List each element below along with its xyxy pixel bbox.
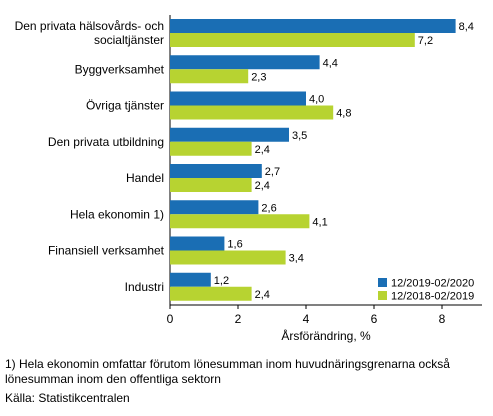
bar [170, 33, 415, 47]
data-label: 1,2 [214, 275, 229, 287]
category-label: Finansiell verksamhet [48, 244, 165, 258]
bar [170, 286, 252, 301]
footnote-line-1: 1) Hela ekonomin omfattar förutom lönesu… [5, 357, 450, 371]
notes: 1) Hela ekonomin omfattar förutom lönesu… [5, 357, 490, 406]
data-label: 2,4 [255, 289, 270, 301]
bar [170, 272, 211, 287]
bar [170, 178, 252, 192]
category-label: Handel [126, 171, 164, 185]
x-tick-label: 0 [167, 312, 174, 326]
x-tick-label: 8 [439, 312, 446, 326]
bar [170, 236, 225, 251]
bar [170, 105, 334, 120]
x-axis-title: Årsförändring, % [281, 328, 371, 343]
data-label: 2,3 [251, 71, 266, 83]
category-label: Den privata utbildning [48, 135, 164, 149]
bar [170, 164, 262, 178]
data-label: 3,5 [292, 130, 307, 142]
category-label: Hela ekonomin 1) [70, 207, 164, 221]
category-label: Byggverksamhet [75, 62, 165, 76]
source-note: Källa: Statistikcentralen [5, 391, 130, 405]
data-label: 4,4 [323, 57, 338, 69]
bar [170, 250, 286, 265]
data-label: 2,4 [255, 144, 270, 156]
bar [170, 55, 320, 70]
bar [170, 91, 306, 106]
category-label: socialtjänster [94, 33, 164, 47]
legend-swatch [378, 291, 387, 300]
data-label: 4,0 [309, 94, 324, 106]
data-label: 7,2 [418, 35, 433, 47]
bar [170, 19, 456, 33]
data-label: 8,4 [459, 21, 474, 33]
data-label: 2,7 [265, 166, 280, 178]
bar [170, 200, 259, 215]
x-tick-label: 6 [371, 312, 378, 326]
bar [170, 141, 252, 156]
category-label: Den privata hälsovårds- och [15, 19, 164, 33]
category-label: Övriga tjänster [86, 99, 164, 113]
legend-label: 12/2019-02/2020 [391, 278, 474, 290]
data-label: 3,4 [289, 253, 304, 265]
x-tick-label: 2 [235, 312, 242, 326]
data-label: 4,1 [312, 216, 327, 228]
data-label: 1,6 [227, 239, 242, 251]
bar [170, 214, 310, 229]
bar-chart: 8,4 7,2 Den privata hälsovårds- ochsocialt… [15, 15, 482, 343]
footnote-line-2: lönesumman inom den offentliga sektorn [5, 372, 221, 386]
x-tick-label: 4 [303, 312, 310, 326]
legend-label: 12/2018-02/2019 [391, 291, 474, 303]
data-label: 2,6 [261, 202, 276, 214]
legend-swatch [378, 278, 387, 287]
bar [170, 127, 289, 142]
data-label: 2,4 [255, 180, 270, 192]
category-label: Industri [125, 280, 164, 294]
bar [170, 69, 249, 84]
data-label: 4,8 [336, 108, 351, 120]
